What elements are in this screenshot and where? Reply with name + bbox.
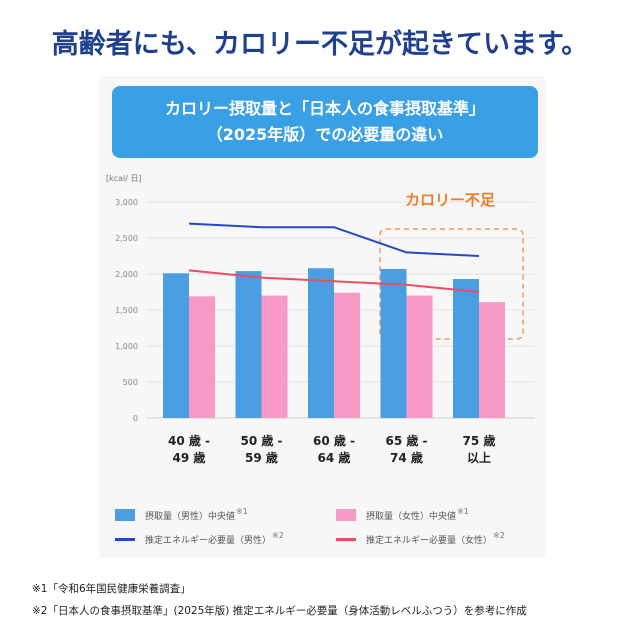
bar-female-intake bbox=[189, 296, 215, 418]
x-tick-label: 64 歳 bbox=[318, 450, 351, 465]
line-female-requirement bbox=[188, 269, 480, 293]
legend-item-male-intake: 摂取量（男性）中央値 ※1 bbox=[115, 507, 248, 523]
shortfall-annotation: カロリー不足 bbox=[405, 191, 496, 209]
legend-label-female-requirement: 推定エネルギー必要量（女性） bbox=[366, 535, 493, 546]
x-tick-label: 49 歳 bbox=[173, 450, 206, 465]
y-tick-label: 2,500 bbox=[115, 234, 138, 243]
x-tick-label: 40 歳 - bbox=[168, 433, 210, 448]
bar-male-intake bbox=[235, 271, 262, 418]
legend-label-female-intake: 摂取量（女性）中央値 bbox=[366, 511, 457, 522]
x-tick-label: 75 歳 bbox=[463, 433, 496, 448]
legend-label-male-intake: 摂取量（男性）中央値 bbox=[145, 511, 236, 522]
legend-line-male-requirement bbox=[115, 537, 135, 541]
x-tick-label: 60 歳 - bbox=[313, 433, 355, 448]
bar-male-intake bbox=[308, 268, 334, 418]
legend-swatch-male-intake bbox=[115, 509, 135, 521]
legend-item-female-intake: 摂取量（女性）中央値 ※1 bbox=[336, 507, 469, 523]
bar-male-intake bbox=[380, 268, 407, 418]
bar-female-intake bbox=[406, 295, 433, 418]
legend-label-male-requirement: 推定エネルギー必要量（男性） bbox=[145, 535, 272, 546]
line-male-requirement bbox=[188, 222, 480, 257]
chart-title-banner: カロリー摂取量と「日本人の食事摂取基準」 （2025年版）での必要量の違い bbox=[112, 86, 538, 158]
legend-item-male-requirement: 推定エネルギー必要量（男性） ※2 bbox=[115, 531, 284, 547]
y-tick-label: 500 bbox=[123, 378, 138, 387]
x-tick-label: 74 歳 bbox=[390, 450, 423, 465]
y-axis-unit-label: [kcal/ 日] bbox=[106, 174, 142, 183]
legend-item-female-requirement: 推定エネルギー必要量（女性） ※2 bbox=[336, 531, 505, 547]
bar-male-intake bbox=[453, 279, 479, 418]
chart-title-line-1: カロリー摂取量と「日本人の食事摂取基準」 bbox=[164, 99, 485, 118]
y-tick-label: 1,500 bbox=[115, 306, 138, 315]
y-tick-label: 1,000 bbox=[115, 342, 138, 351]
y-tick-label: 2,000 bbox=[115, 270, 138, 279]
x-tick-label: 50 歳 - bbox=[240, 433, 282, 448]
bar-female-intake bbox=[479, 302, 505, 418]
chart-title-line-2: （2025年版）での必要量の違い bbox=[206, 125, 444, 144]
bar-female-intake bbox=[334, 292, 360, 418]
legend-swatch-female-intake bbox=[336, 509, 356, 521]
x-tick-label: 以上 bbox=[467, 450, 491, 465]
y-tick-label: 3,000 bbox=[115, 198, 138, 207]
legend-note-male-requirement: ※2 bbox=[272, 530, 284, 540]
x-tick-label: 65 歳 - bbox=[385, 433, 427, 448]
legend-note-female-requirement: ※2 bbox=[493, 530, 505, 540]
bar-female-intake bbox=[261, 295, 288, 418]
legend-note-male-intake: ※1 bbox=[236, 506, 248, 516]
legend-note-female-intake: ※1 bbox=[457, 506, 469, 516]
footnote-2: ※2「日本人の食事摂取基準」(2025年版) 推定エネルギー必要量（身体活動レベ… bbox=[32, 605, 527, 617]
x-tick-label: 59 歳 bbox=[245, 450, 278, 465]
headline: 高齢者にも、カロリー不足が起きています。 bbox=[51, 29, 589, 60]
y-tick-label: 0 bbox=[133, 414, 138, 423]
legend-line-female-requirement bbox=[336, 537, 356, 541]
bar-male-intake bbox=[163, 273, 189, 418]
footnote-1: ※1「令和6年国民健康栄養調査」 bbox=[32, 583, 191, 595]
